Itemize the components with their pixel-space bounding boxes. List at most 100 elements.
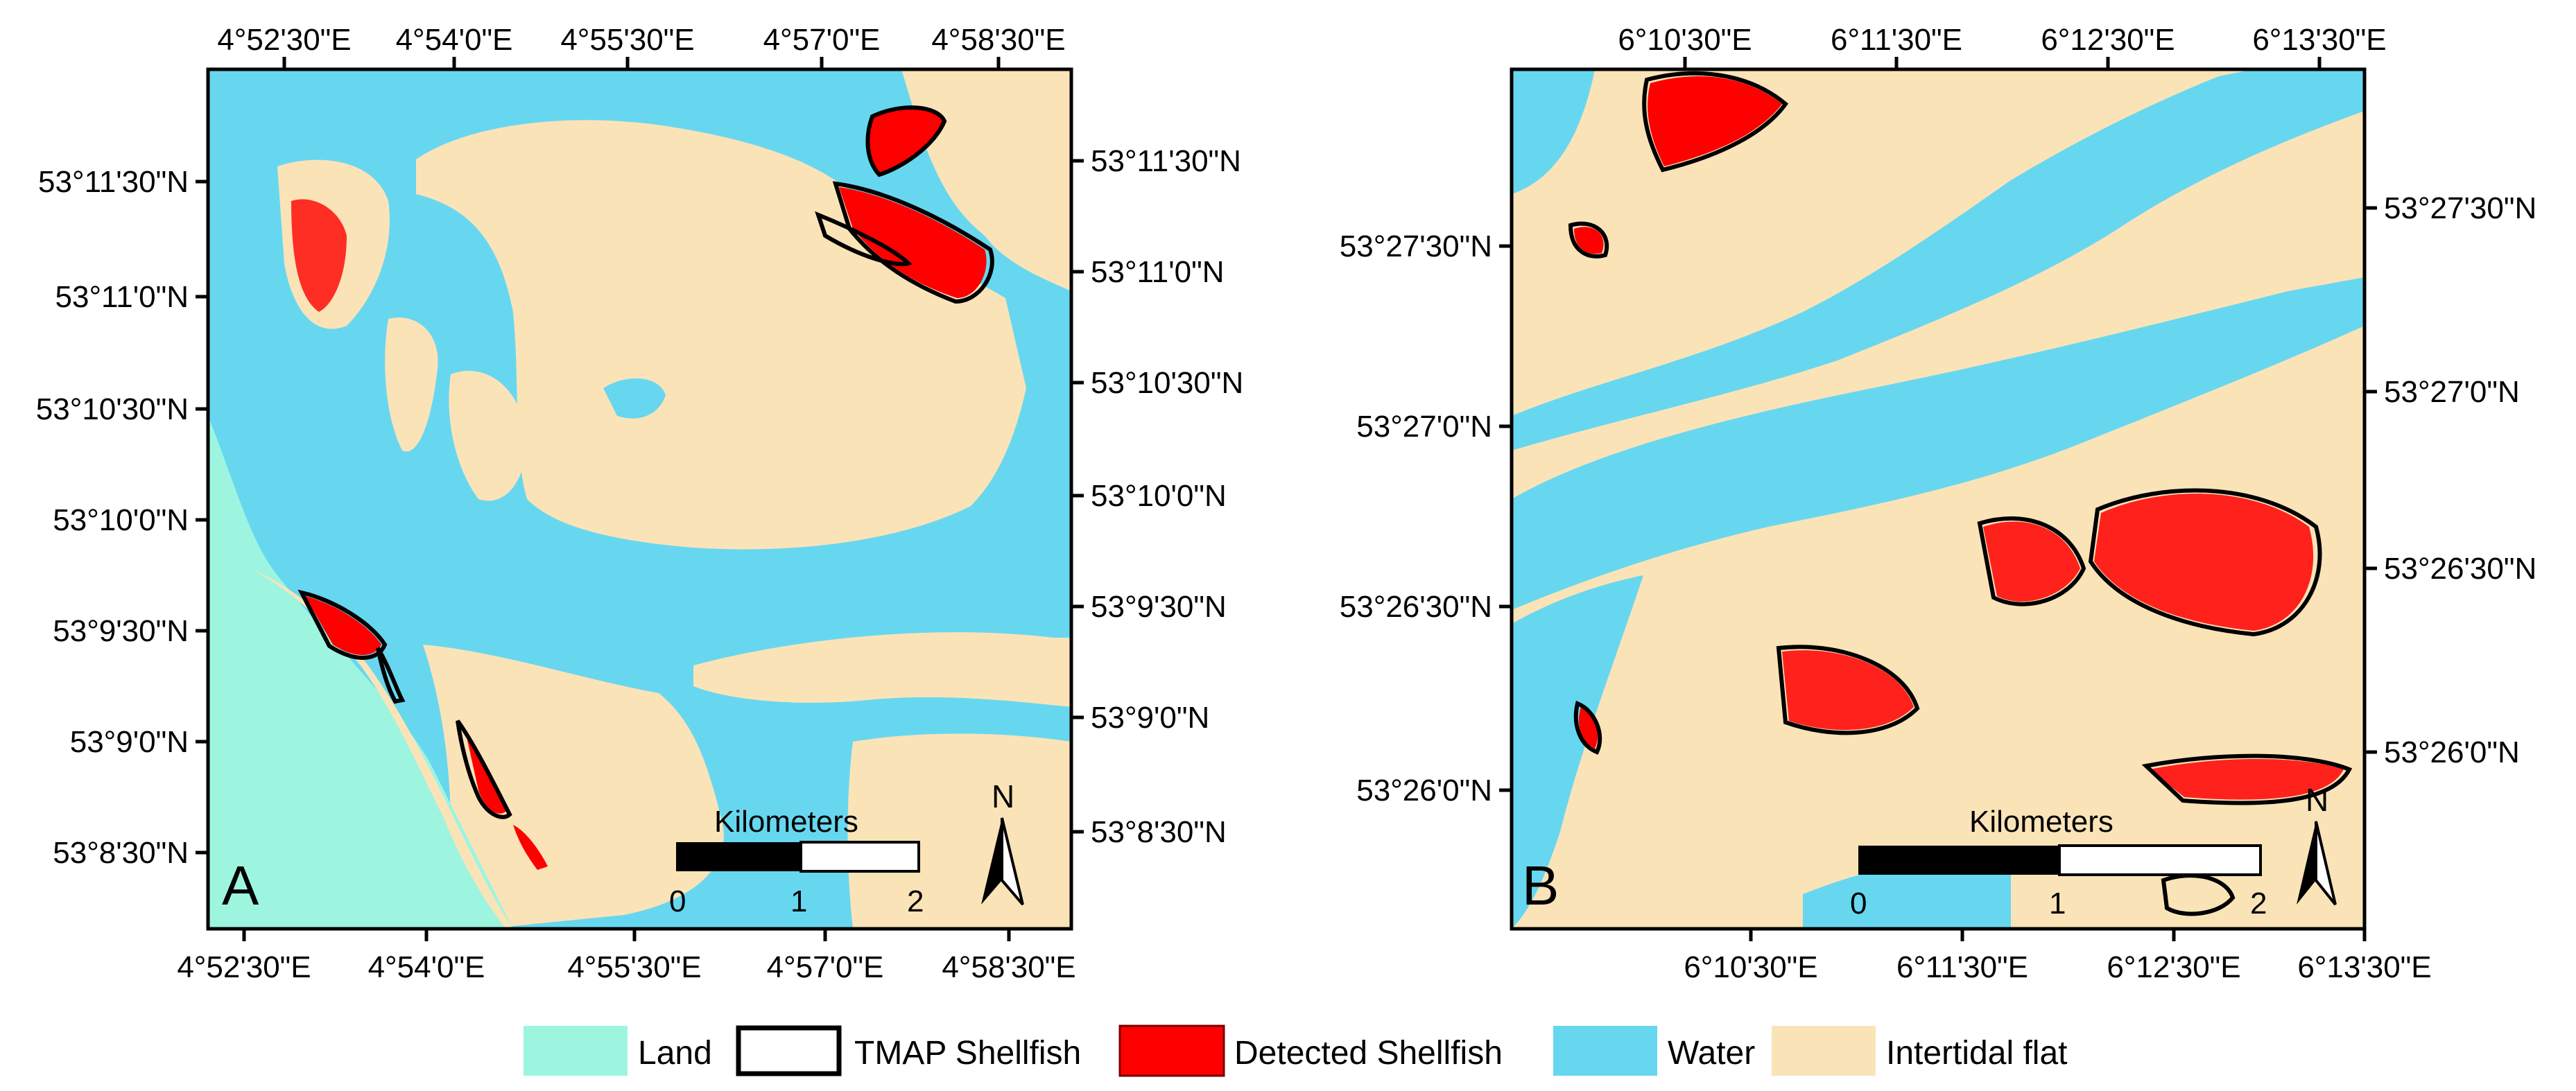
- tick-label-bottom-1: 4°54'0"E: [368, 950, 485, 984]
- panel-b-top-ticks: 6°10'30"E 6°11'30"E 6°12'30"E 6°13'30"E: [1618, 23, 2387, 69]
- intertidal-shore-sw: [250, 568, 513, 929]
- water-pool: [603, 378, 666, 419]
- north-label-b: N: [2306, 782, 2328, 818]
- tick-label-left-2: 53°26'30"N: [1340, 590, 1492, 624]
- scalebar-label-0: 0: [669, 884, 686, 918]
- water-west: [1512, 575, 1643, 929]
- legend-label-detected: Detected Shellfish: [1234, 1035, 1503, 1072]
- panel-b-map: [1512, 69, 2365, 929]
- panel-a-map: [208, 69, 1071, 929]
- panel-b-left-ticks: 53°27'30"N 53°27'0"N 53°26'30"N 53°26'0"N: [1340, 229, 1512, 808]
- tick-label-bottom-0: 4°52'30"E: [177, 950, 311, 984]
- intertidal-flat-small: [385, 317, 438, 452]
- panel-a-top-ticks: 4°52'30"E 4°54'0"E 4°55'30"E 4°57'0"E 4°58'3…: [217, 23, 1066, 69]
- scalebar-white-segment: [2058, 844, 2262, 876]
- intertidal-flat-south: [423, 645, 724, 929]
- tmap-outline-b1: [1642, 71, 1789, 173]
- tmap-outline-b4: [1776, 645, 1920, 735]
- water-channel-north: [1512, 69, 2365, 451]
- water-channel-main: [1512, 277, 2365, 610]
- tmap-outline-b6: [1568, 221, 1609, 259]
- tick-label-left-2: 53°10'30"N: [36, 392, 189, 426]
- tick-label-bottom-4: 4°58'30"E: [942, 950, 1075, 984]
- panel-a-right-ticks: 53°11'30"N 53°11'0"N 53°10'30"N 53°10'0"N 53…: [1071, 144, 1243, 849]
- legend: Land TMAP Shellfish Detected Shellfish W…: [524, 1024, 2067, 1077]
- tmap-outline-a3: [815, 211, 913, 266]
- legend-label-water: Water: [1668, 1035, 1755, 1072]
- tick-label-top-3: 4°57'0"E: [763, 23, 881, 57]
- legend-swatch-intertidal: [1772, 1026, 1876, 1076]
- north-label-a: N: [992, 778, 1014, 814]
- detected-shellfish-b5: [2150, 759, 2344, 800]
- tick-label-left-4: 53°9'30"N: [53, 614, 189, 648]
- tick-label-bottom-2: 6°12'30"E: [2107, 950, 2240, 984]
- tick-label-top-0: 6°10'30"E: [1618, 23, 1752, 57]
- water-nw: [1512, 69, 1595, 194]
- legend-label-intertidal: Intertidal flat: [1886, 1035, 2067, 1072]
- tick-label-top-1: 6°11'30"E: [1831, 23, 1962, 57]
- tick-label-top-2: 4°55'30"E: [560, 23, 694, 57]
- tick-label-right-5: 53°9'0"N: [1091, 701, 1209, 735]
- legend-label-tmap: TMAP Shellfish: [854, 1035, 1081, 1072]
- tick-label-left-5: 53°9'0"N: [70, 725, 189, 759]
- detected-shellfish-b4: [1782, 650, 1914, 731]
- panel-b-letter: B: [1522, 855, 1559, 916]
- tick-label-left-1: 53°27'0"N: [1356, 410, 1492, 444]
- tick-label-left-0: 53°27'30"N: [1340, 229, 1492, 263]
- intertidal-flat-small-2: [449, 370, 527, 501]
- scalebar-title: Kilometers: [1969, 805, 2113, 839]
- detected-shellfish-a1: [869, 109, 943, 173]
- tick-label-bottom-0: 6°10'30"E: [1684, 950, 1817, 984]
- legend-swatch-land: [524, 1026, 628, 1076]
- detected-shellfish-b7: [1578, 707, 1598, 749]
- tmap-outline-b5: [2141, 753, 2353, 805]
- tick-label-right-6: 53°8'30"N: [1091, 815, 1227, 849]
- north-arrow-b-left: [2297, 821, 2316, 905]
- tick-label-top-3: 6°13'30"E: [2252, 23, 2386, 57]
- scalebar-black-segment: [676, 842, 801, 871]
- intertidal-flat-se-2: [847, 733, 1071, 929]
- detected-shellfish-a4: [305, 596, 381, 655]
- tick-label-top-0: 4°52'30"E: [217, 23, 351, 57]
- north-arrow-a-right: [1001, 817, 1024, 906]
- scalebar-label-1: 1: [790, 884, 807, 918]
- detected-shellfish-a6: [513, 825, 548, 870]
- detected-shellfish-b2: [2094, 494, 2314, 631]
- scalebar-label-1: 1: [2049, 887, 2066, 920]
- legend-swatch-water: [1553, 1026, 1657, 1076]
- detected-shellfish-b3: [1983, 521, 2080, 602]
- tick-label-right-1: 53°27'0"N: [2384, 375, 2520, 409]
- panel-b: 6°10'30"E 6°11'30"E 6°12'30"E 6°13'30"E 6°1…: [1340, 23, 2536, 984]
- north-arrow-b: N: [2297, 782, 2337, 906]
- tick-label-right-0: 53°27'30"N: [2384, 191, 2536, 225]
- tmap-outline-b3: [1977, 516, 2086, 606]
- tmap-outline-a2: [832, 181, 994, 304]
- tick-label-bottom-3: 6°13'30"E: [2297, 950, 2431, 984]
- tick-label-top-1: 4°54'0"E: [396, 23, 513, 57]
- panel-a-frame: [206, 67, 1073, 931]
- tick-label-right-1: 53°11'0"N: [1091, 255, 1224, 289]
- scalebar-title: Kilometers: [714, 805, 858, 839]
- panel-a-scalebar: Kilometers 0 1 2: [669, 805, 924, 918]
- tmap-outline-a4: [297, 589, 406, 704]
- north-arrow-b-right: [2315, 821, 2337, 906]
- intertidal-flat-se: [693, 632, 1071, 707]
- tmap-outline-a1: [865, 105, 947, 177]
- panel-b-frame: [1510, 67, 2367, 931]
- tick-label-right-3: 53°10'0"N: [1091, 479, 1227, 513]
- panel-a-left-ticks: 53°11'30"N 53°11'0"N 53°10'30"N 53°10'0"N 53…: [36, 165, 208, 870]
- tick-label-top-2: 6°12'30"E: [2041, 23, 2175, 57]
- detected-shellfish-a3: [291, 199, 347, 312]
- tick-label-left-6: 53°8'30"N: [53, 836, 189, 870]
- detected-shellfish-b1: [1648, 76, 1782, 166]
- tick-label-bottom-1: 6°11'30"E: [1896, 950, 2028, 984]
- panel-b-bottom-ticks: 6°10'30"E 6°11'30"E 6°12'30"E 6°13'30"E: [1684, 929, 2432, 984]
- tick-label-bottom-2: 4°55'30"E: [567, 950, 701, 984]
- north-arrow-a: N: [981, 778, 1024, 906]
- tick-label-bottom-3: 4°57'0"E: [767, 950, 884, 984]
- panel-a: 4°52'30"E 4°54'0"E 4°55'30"E 4°57'0"E 4°58'3…: [36, 23, 1243, 984]
- tick-label-left-1: 53°11'0"N: [55, 280, 189, 314]
- tick-label-left-3: 53°26'0"N: [1356, 774, 1492, 808]
- tick-label-left-0: 53°11'30"N: [38, 165, 189, 199]
